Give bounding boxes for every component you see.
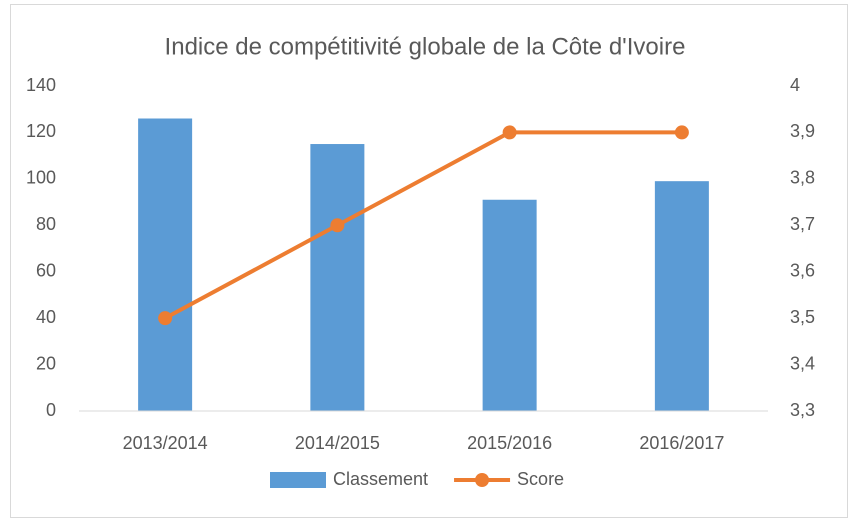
y-tick-label: 140 bbox=[26, 75, 56, 95]
x-tick-label: 2014/2015 bbox=[295, 433, 380, 453]
legend-marker bbox=[475, 473, 490, 487]
y2-tick-label: 3,7 bbox=[790, 214, 815, 234]
chart-title: Indice de compétitivité globale de la Cô… bbox=[165, 33, 686, 60]
line-marker bbox=[674, 125, 689, 140]
legend-label: Classement bbox=[333, 469, 428, 489]
bar bbox=[654, 181, 709, 411]
line-marker bbox=[502, 125, 517, 140]
y-tick-label: 100 bbox=[26, 168, 56, 188]
bar bbox=[482, 199, 537, 411]
legend-label: Score bbox=[517, 469, 564, 489]
y-tick-label: 80 bbox=[36, 214, 56, 234]
line-marker bbox=[158, 311, 173, 326]
y2-tick-label: 3,6 bbox=[790, 260, 815, 280]
y2-tick-label: 3,4 bbox=[790, 353, 815, 373]
x-tick-label: 2013/2014 bbox=[123, 433, 208, 453]
y-tick-label: 20 bbox=[36, 353, 56, 373]
y-tick-label: 120 bbox=[26, 121, 56, 141]
y2-tick-label: 4 bbox=[790, 75, 800, 95]
bar bbox=[138, 118, 193, 411]
x-tick-label: 2015/2016 bbox=[467, 433, 552, 453]
y-tick-label: 0 bbox=[46, 400, 56, 420]
line-marker bbox=[330, 218, 345, 233]
y2-tick-label: 3,5 bbox=[790, 307, 815, 327]
y-tick-label: 60 bbox=[36, 260, 56, 280]
y-tick-label: 40 bbox=[36, 307, 56, 327]
y2-tick-label: 3,9 bbox=[790, 121, 815, 141]
y2-tick-label: 3,3 bbox=[790, 400, 815, 420]
line bbox=[164, 130, 682, 320]
legend-swatch bbox=[270, 472, 326, 488]
bar bbox=[310, 144, 365, 412]
x-tick-label: 2016/2017 bbox=[639, 433, 724, 453]
y2-tick-label: 3,8 bbox=[790, 168, 815, 188]
